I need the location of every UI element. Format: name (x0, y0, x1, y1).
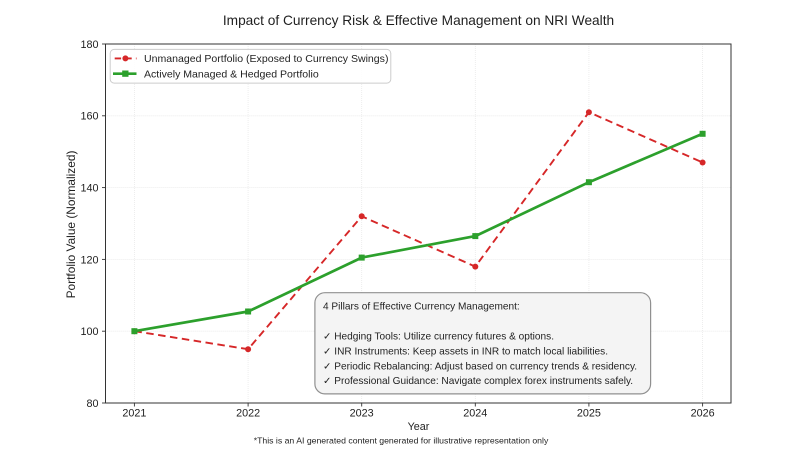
svg-text:✓ Professional Guidance: Navig: ✓ Professional Guidance: Navigate comple… (323, 376, 633, 387)
svg-text:✓ INR Instruments: Keep assets: ✓ INR Instruments: Keep assets in INR to… (323, 346, 608, 357)
svg-text:2024: 2024 (463, 407, 487, 419)
svg-text:80: 80 (86, 398, 98, 410)
svg-text:*This is an AI generated conte: *This is an AI generated content generat… (254, 436, 549, 446)
svg-text:180: 180 (80, 39, 98, 51)
svg-text:160: 160 (80, 111, 98, 123)
svg-text:2022: 2022 (236, 407, 260, 419)
svg-text:2025: 2025 (577, 407, 601, 419)
svg-text:2023: 2023 (350, 407, 374, 419)
svg-text:✓ Hedging Tools: Utilize curre: ✓ Hedging Tools: Utilize currency future… (323, 331, 554, 342)
svg-text:Year: Year (408, 421, 430, 433)
svg-text:Unmanaged Portfolio (Exposed t: Unmanaged Portfolio (Exposed to Currency… (144, 53, 388, 65)
svg-text:140: 140 (80, 183, 98, 195)
svg-text:Portfolio Value (Normalized): Portfolio Value (Normalized) (64, 151, 78, 299)
svg-text:100: 100 (80, 326, 98, 338)
svg-text:Impact of Currency Risk & Effe: Impact of Currency Risk & Effective Mana… (223, 13, 614, 28)
svg-text:120: 120 (80, 254, 98, 266)
svg-text:4 Pillars of Effective Currenc: 4 Pillars of Effective Currency Manageme… (323, 302, 520, 313)
svg-text:2026: 2026 (691, 407, 715, 419)
svg-text:2021: 2021 (122, 407, 146, 419)
svg-text:Actively Managed & Hedged Port: Actively Managed & Hedged Portfolio (144, 68, 319, 80)
svg-text:✓ Periodic Rebalancing: Adjust: ✓ Periodic Rebalancing: Adjust based on … (323, 362, 637, 373)
